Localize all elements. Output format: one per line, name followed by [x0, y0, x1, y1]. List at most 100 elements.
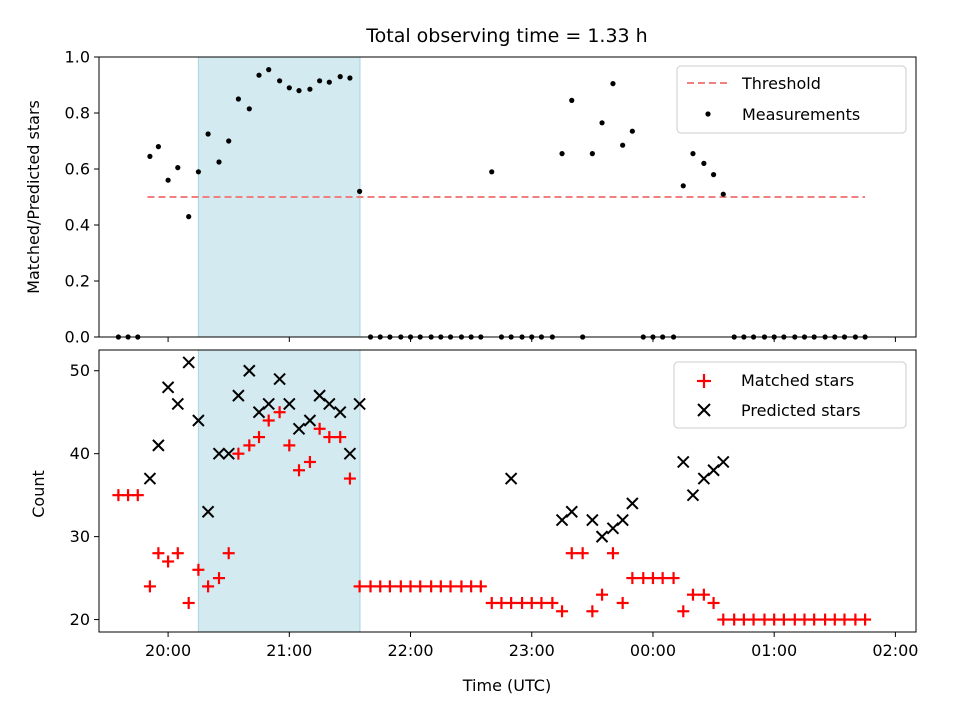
matched-star-point [838, 613, 851, 626]
predicted-star-point [273, 372, 286, 386]
top-axes-frame [98, 56, 917, 338]
top-panel: 0.0 0.2 0.4 0.6 0.8 1.0 Matched/Predicted sta… [24, 48, 917, 347]
matched-star-point [576, 547, 589, 560]
measurement-point [296, 88, 302, 94]
matched-star-point [383, 580, 396, 593]
measurement-point [195, 169, 201, 175]
measurement-point [599, 120, 605, 126]
matched-star-point [303, 455, 316, 468]
predicted-star-point [201, 505, 215, 518]
predicted-star-point [323, 397, 336, 411]
predicted-star-point [283, 397, 296, 411]
measurement-point [559, 151, 565, 157]
predicted-star-point [262, 397, 275, 411]
bottom-y-axis-label: Count [29, 470, 48, 518]
x-tick-label: 02:00 [872, 641, 918, 660]
matched-star-point [707, 596, 720, 609]
measurement-point [357, 188, 363, 194]
measurement-point [701, 160, 707, 166]
matched-star-point [747, 613, 760, 626]
matched-star-point [243, 439, 256, 452]
bottom-legend: Matched stars Predicted stars [673, 361, 907, 429]
x-tick-label: 01:00 [751, 641, 797, 660]
matched-star-point [162, 555, 175, 568]
predicted-star-point [677, 455, 690, 469]
bottom-y-ticks: 20 30 40 50 [70, 361, 99, 629]
y-tick-label: 0.0 [65, 328, 90, 347]
measurement-point [266, 67, 272, 73]
y-tick-label: 50 [70, 361, 90, 380]
matched-star-point [213, 572, 226, 585]
measurement-point [589, 151, 595, 157]
matched-star-point [313, 422, 326, 435]
x-axis-label: Time (UTC) [462, 676, 551, 695]
matched-star-point [343, 472, 356, 485]
y-tick-label: 0.6 [65, 160, 90, 179]
predicted-star-point [143, 472, 157, 485]
measurement-point [620, 142, 626, 148]
predicted-star-point [353, 397, 366, 411]
legend-predicted-swatch [697, 403, 711, 417]
matched-star-point [414, 580, 427, 593]
measurement-point [277, 78, 283, 84]
measurement-point [147, 153, 153, 159]
top-legend: Threshold Measurements [676, 65, 907, 134]
measurement-point [155, 144, 161, 150]
predicted-star-point [182, 356, 195, 369]
predicted-star-point [303, 414, 317, 427]
predicted-star-point [343, 447, 357, 460]
matched-star-point [262, 414, 275, 427]
matched-star-point [606, 547, 619, 560]
matched-star-point [859, 613, 872, 626]
matched-star-point [565, 547, 578, 560]
matched-star-point [535, 596, 548, 609]
measurement-point [175, 165, 181, 171]
legend-measurements-label: Measurements [742, 105, 860, 124]
measurement-point [690, 151, 696, 157]
legend-matched-swatch [697, 374, 711, 388]
predicted-star-point [222, 447, 235, 460]
y-tick-label: 0.4 [65, 216, 90, 235]
top-legend-frame [676, 65, 907, 134]
x-tick-label: 00:00 [630, 641, 676, 660]
matched-star-point [152, 547, 165, 560]
matched-star-point [777, 613, 790, 626]
y-tick-label: 20 [70, 610, 90, 629]
measurement-point [610, 81, 616, 87]
x-tick-label: 21:00 [266, 641, 312, 660]
matched-star-point [444, 580, 457, 593]
matched-star-point [586, 605, 599, 618]
measurement-point [307, 86, 313, 92]
matched-star-point [232, 447, 245, 460]
matched-star-point [474, 580, 487, 593]
x-tick-label: 20:00 [145, 641, 191, 660]
predicted-star-point [565, 505, 578, 518]
matched-star-point [334, 431, 347, 444]
matched-star-point [323, 431, 336, 444]
matched-star-point [697, 588, 710, 601]
predicted-star-point [616, 513, 629, 527]
matched-star-point [667, 572, 680, 585]
top-y-axis-label: Matched/Predicted stars [24, 100, 43, 294]
measurement-point [680, 183, 686, 189]
measurement-point [246, 106, 252, 112]
predicted-star-point [243, 364, 256, 377]
legend-measurements-swatch [705, 111, 711, 117]
matched-star-point [626, 572, 639, 585]
measurement-point [165, 177, 171, 183]
bottom-panel: 20 30 40 50 20:00 21:00 22:00 23:00 00:00 01:00 0… [29, 349, 918, 695]
predicted-star-point [586, 513, 599, 527]
legend-matched-label: Matched stars [741, 371, 854, 390]
matched-star-point [202, 580, 215, 593]
y-tick-label: 30 [70, 527, 90, 546]
measurement-point [186, 214, 192, 220]
measurement-point [317, 78, 323, 84]
matched-star-point [616, 596, 629, 609]
predicted-star-point [334, 405, 347, 419]
matched-star-point [131, 489, 144, 502]
legend-threshold-label: Threshold [741, 74, 821, 93]
y-tick-label: 40 [70, 444, 90, 463]
matched-star-point [253, 431, 266, 444]
predicted-star-point [161, 381, 175, 394]
